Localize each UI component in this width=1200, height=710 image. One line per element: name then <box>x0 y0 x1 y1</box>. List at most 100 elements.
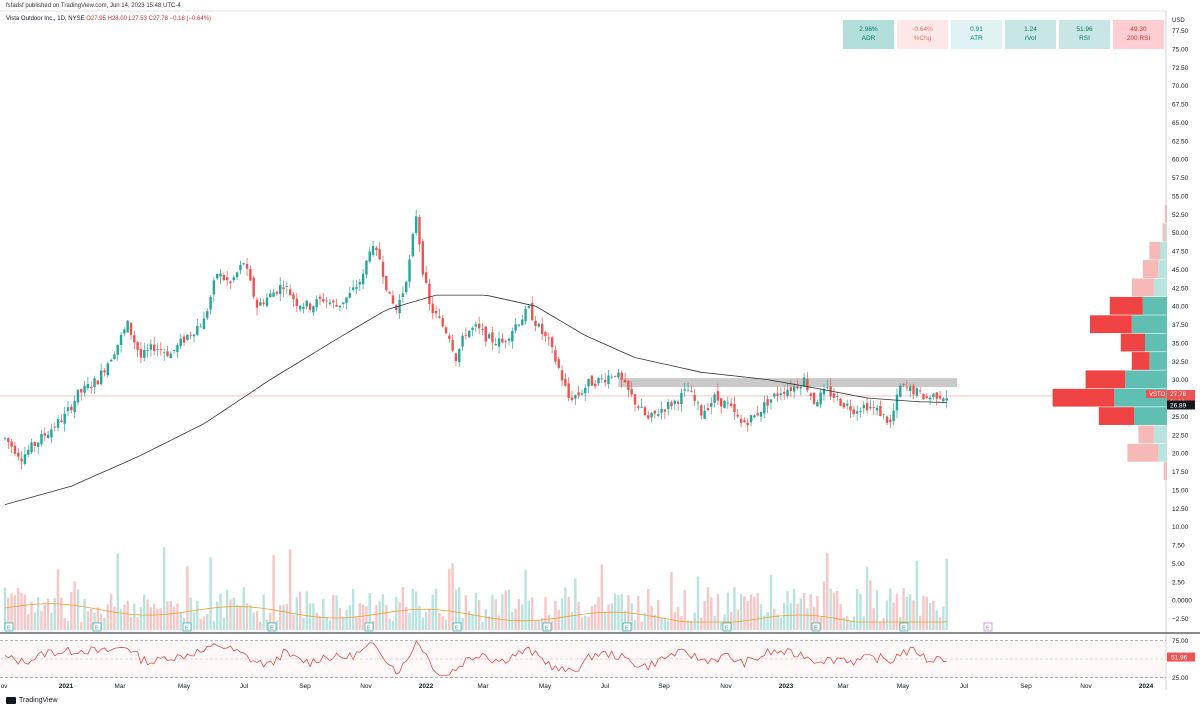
candle-body <box>550 337 554 348</box>
candle-body <box>358 282 361 285</box>
volume-bar <box>783 602 786 630</box>
volume-bar <box>789 603 793 630</box>
candle-body <box>852 409 856 415</box>
volume-bar <box>852 616 856 630</box>
candle-body <box>670 402 673 407</box>
candle-body <box>7 438 10 443</box>
earnings-marker-label: E <box>185 626 189 632</box>
candle-body <box>371 246 375 255</box>
candle-body <box>540 323 544 334</box>
candle-body <box>162 352 166 354</box>
earnings-marker <box>622 622 632 632</box>
volume-bar <box>945 558 948 630</box>
candle-body <box>13 445 17 454</box>
candle-body <box>76 389 80 403</box>
candle-body <box>93 378 96 388</box>
volume-bar <box>252 612 255 630</box>
volume-bar <box>119 609 123 630</box>
candle-body <box>779 393 783 395</box>
candle-body <box>584 387 587 394</box>
volume-bar <box>517 599 521 630</box>
candle-body <box>17 452 20 457</box>
y-tick-label: 42.50 <box>1172 285 1189 292</box>
volume-bar <box>673 612 676 630</box>
candle-body <box>527 305 531 308</box>
candle-body <box>305 300 308 307</box>
candle-body <box>20 458 23 462</box>
volume-bar <box>272 554 275 630</box>
volume-bar <box>696 576 700 630</box>
volume-bar <box>796 603 799 630</box>
candle-body <box>895 394 899 411</box>
volume-bar <box>587 616 590 630</box>
candle-body <box>43 433 46 436</box>
volume-bar <box>172 606 176 630</box>
candle-body <box>196 326 199 335</box>
candle-body <box>239 265 242 271</box>
candle-body <box>186 334 189 340</box>
y-tick-label: 72.50 <box>1172 65 1189 72</box>
x-tick-label: 2024 <box>1139 683 1154 690</box>
candle-body <box>395 305 398 311</box>
last-price-label: 27.78 <box>1170 391 1187 398</box>
vp-down-bar <box>1131 352 1150 370</box>
volume-bar <box>33 612 37 630</box>
candle-body <box>351 287 355 290</box>
candle-body <box>176 344 179 353</box>
volume-bar <box>332 594 335 630</box>
candle-body <box>229 281 232 284</box>
candle-body <box>812 392 816 404</box>
candle-body <box>83 385 86 393</box>
volume-bar <box>657 599 660 630</box>
candle-body <box>10 441 13 447</box>
candle-body <box>116 344 119 355</box>
vp-up-bar <box>1145 333 1167 352</box>
volume-bar <box>196 601 199 630</box>
volume-bar <box>481 621 484 630</box>
volume-bar <box>421 617 424 630</box>
candle-body <box>902 384 905 385</box>
candle-body <box>441 318 444 327</box>
candle-body <box>298 305 302 310</box>
volume-bar <box>80 621 83 630</box>
volume-bar <box>378 601 381 630</box>
volume-bar <box>381 594 385 630</box>
x-tick-label: ov <box>1 683 9 690</box>
volume-bar <box>574 578 577 630</box>
candle-body <box>123 329 126 334</box>
candle-body <box>710 403 713 407</box>
volume-bar <box>603 611 607 630</box>
candle-body <box>922 393 925 400</box>
vp-down-bar <box>1131 278 1154 297</box>
volume-bar <box>846 615 849 630</box>
candle-body <box>623 379 627 383</box>
x-tick-label: Jul <box>601 683 610 690</box>
candle-body <box>471 327 474 330</box>
y-tick-label: 57.50 <box>1172 175 1189 182</box>
vp-down-bar <box>1162 223 1165 242</box>
candle-body <box>225 277 229 281</box>
candle-body <box>892 410 895 422</box>
volume-bar <box>743 596 746 630</box>
candle-body <box>282 287 285 290</box>
candle-body <box>73 400 76 413</box>
volume-bar <box>451 563 454 630</box>
volume-bar <box>544 597 547 630</box>
volume-bar <box>676 606 680 630</box>
earnings-marker-label: E <box>367 626 371 632</box>
volume-bar <box>325 616 328 630</box>
volume-bar <box>610 603 613 630</box>
candle-body <box>839 398 842 406</box>
volume-bar <box>560 598 564 630</box>
volume-bar <box>700 617 703 630</box>
candle-body <box>885 416 889 423</box>
candle-body <box>932 393 935 397</box>
candle-body <box>739 418 743 423</box>
candle-body <box>259 302 262 306</box>
volume-bar <box>570 612 574 630</box>
volume-bar <box>222 617 226 630</box>
volume-bar <box>212 621 216 630</box>
candle-body <box>889 419 892 423</box>
x-tick-label: Jul <box>240 683 249 690</box>
